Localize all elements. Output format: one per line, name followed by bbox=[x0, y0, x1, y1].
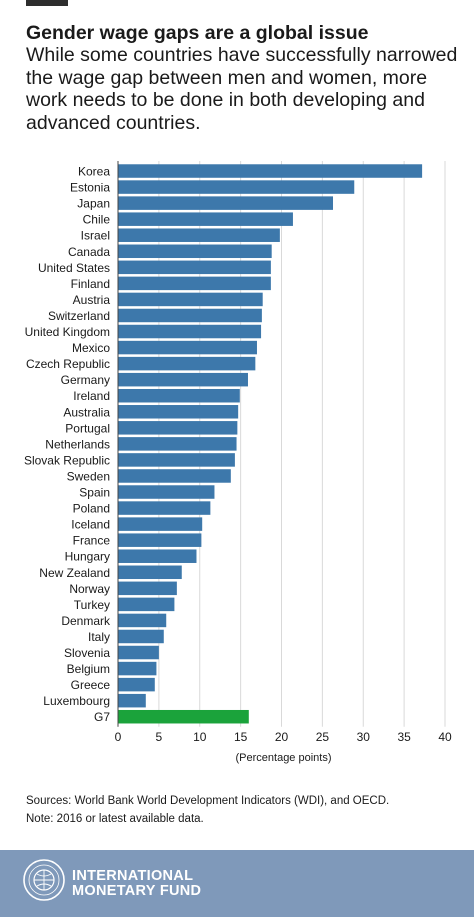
category-label: Switzerland bbox=[48, 309, 110, 323]
bar bbox=[118, 405, 239, 419]
category-label: United States bbox=[38, 261, 110, 275]
bar bbox=[118, 645, 159, 660]
category-label: Turkey bbox=[74, 598, 110, 612]
category-label: Czech Republic bbox=[26, 357, 110, 371]
x-tick-label: 15 bbox=[234, 730, 248, 744]
category-label: G7 bbox=[94, 710, 110, 724]
category-label: Israel bbox=[81, 229, 110, 243]
bar bbox=[118, 469, 231, 483]
category-label: Slovenia bbox=[64, 646, 110, 660]
bar bbox=[118, 421, 238, 435]
bar bbox=[118, 324, 262, 339]
bar bbox=[118, 613, 167, 628]
bar bbox=[118, 501, 211, 515]
bar bbox=[118, 340, 257, 355]
category-label: Sweden bbox=[67, 469, 110, 483]
bar bbox=[118, 356, 256, 371]
org-name-line2: MONETARY FUND bbox=[72, 883, 202, 899]
bar-chart: Korea Estonia Japan Chile Israel Canada United… bbox=[24, 161, 452, 764]
category-label: France bbox=[73, 534, 111, 548]
category-label: Ireland bbox=[73, 389, 110, 403]
bar bbox=[118, 388, 240, 403]
bar bbox=[118, 677, 155, 692]
x-tick-label: 35 bbox=[397, 730, 411, 744]
bar bbox=[118, 533, 202, 547]
category-label: Slovak Republic bbox=[24, 453, 110, 467]
bar bbox=[118, 260, 271, 275]
bar bbox=[118, 693, 146, 708]
bar bbox=[118, 180, 355, 194]
x-tick-label: 25 bbox=[316, 730, 330, 744]
bar bbox=[118, 629, 164, 644]
bar bbox=[118, 517, 203, 531]
bar bbox=[118, 228, 280, 242]
category-label: Chile bbox=[83, 213, 111, 227]
x-tick-label: 20 bbox=[275, 730, 289, 744]
category-label: Italy bbox=[88, 630, 110, 644]
bar bbox=[118, 308, 262, 323]
bar bbox=[118, 485, 215, 499]
category-label: Iceland bbox=[71, 518, 110, 532]
bar bbox=[118, 661, 157, 676]
chart-subtitle: While some countries have successfully n… bbox=[26, 44, 458, 134]
category-label: Netherlands bbox=[45, 437, 110, 451]
bar bbox=[118, 164, 423, 178]
bar bbox=[118, 372, 248, 387]
x-tick-label: 40 bbox=[438, 730, 452, 744]
category-label: Hungary bbox=[65, 550, 110, 564]
category-label: Belgium bbox=[67, 662, 110, 676]
x-tick-label: 5 bbox=[156, 730, 163, 744]
bar bbox=[118, 276, 271, 291]
bar bbox=[118, 196, 334, 210]
category-label: Poland bbox=[73, 502, 110, 516]
category-label: Canada bbox=[68, 245, 110, 259]
category-label: Austria bbox=[73, 293, 111, 307]
category-label: Luxembourg bbox=[43, 694, 110, 708]
bar bbox=[118, 549, 197, 563]
sources-line: Sources: World Bank World Development In… bbox=[26, 795, 390, 807]
category-label: Korea bbox=[78, 165, 110, 179]
chart-title: Gender wage gaps are a global issue bbox=[26, 22, 369, 44]
category-label: Australia bbox=[63, 405, 110, 419]
imf-seal-icon bbox=[23, 859, 65, 901]
category-label: Norway bbox=[69, 582, 110, 596]
bar bbox=[118, 597, 175, 612]
category-label: Greece bbox=[71, 678, 111, 692]
bar bbox=[118, 212, 293, 226]
bar bbox=[118, 581, 177, 596]
x-axis-label: (Percentage points) bbox=[236, 752, 332, 764]
category-label: Spain bbox=[79, 486, 110, 500]
x-tick-label: 30 bbox=[357, 730, 371, 744]
category-label: New Zealand bbox=[39, 566, 110, 580]
category-label: Finland bbox=[71, 277, 110, 291]
bar bbox=[118, 453, 235, 467]
title-accent-bar bbox=[26, 0, 68, 6]
x-tick-label: 0 bbox=[115, 730, 122, 744]
category-label: Portugal bbox=[65, 421, 110, 435]
category-label: Japan bbox=[77, 197, 110, 211]
bar bbox=[118, 437, 237, 451]
category-label: Germany bbox=[61, 373, 110, 387]
category-label: Denmark bbox=[61, 614, 111, 628]
category-label: United Kingdom bbox=[25, 325, 110, 339]
imf-logo-text: INTERNATIONAL MONETARY FUND bbox=[72, 869, 201, 899]
footer-banner: INTERNATIONAL MONETARY FUND bbox=[0, 850, 474, 917]
bar bbox=[118, 292, 263, 307]
org-name-line1: INTERNATIONAL bbox=[72, 868, 194, 884]
sources-note: Sources: World Bank World Development In… bbox=[26, 792, 456, 828]
x-tick-label: 10 bbox=[193, 730, 207, 744]
note-line: Note: 2016 or latest available data. bbox=[26, 813, 204, 825]
bar bbox=[118, 565, 182, 580]
category-label: Mexico bbox=[72, 341, 110, 355]
bar bbox=[118, 709, 249, 724]
bar bbox=[118, 244, 272, 259]
category-label: Estonia bbox=[70, 181, 110, 195]
